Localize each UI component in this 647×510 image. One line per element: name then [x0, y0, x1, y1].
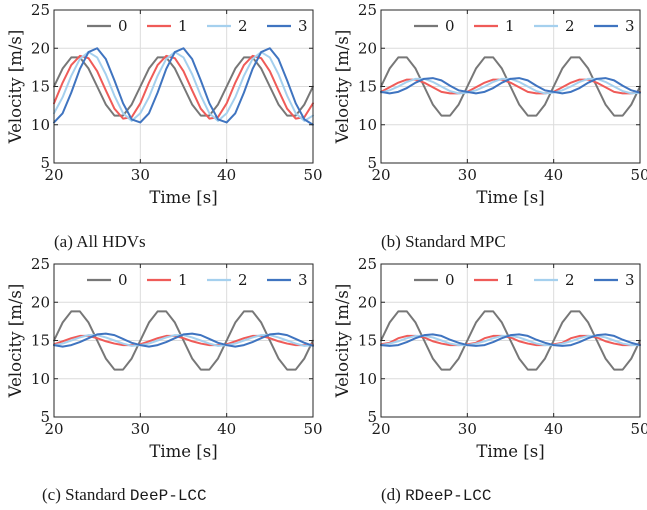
legend: 0 1 2 3: [414, 271, 635, 289]
legend-label-1: 1: [178, 271, 188, 289]
y-tick-label: 15: [31, 78, 50, 96]
y-tick-label: 20: [31, 293, 50, 311]
y-tick-label: 25: [358, 1, 377, 19]
y-tick-label: 10: [31, 116, 50, 134]
x-tick-label: 40: [217, 420, 236, 438]
y-tick-label: 25: [31, 1, 50, 19]
y-tick-label: 10: [31, 370, 50, 388]
legend-label-2: 2: [565, 17, 575, 35]
series-line-3: [380, 333, 641, 347]
legend-label-2: 2: [238, 271, 248, 289]
x-axis-label: Time [s]: [476, 442, 544, 461]
y-tick-label: 15: [358, 78, 377, 96]
series-line-0: [53, 56, 314, 117]
legend-label-0: 0: [118, 17, 128, 35]
series-line-1: [380, 334, 641, 347]
series-line-3: [380, 77, 641, 95]
x-tick-label: 50: [630, 166, 647, 184]
x-tick-label: 30: [458, 166, 477, 184]
x-tick-label: 30: [131, 420, 150, 438]
y-tick-label: 20: [31, 39, 50, 57]
y-tick-label: 15: [358, 332, 377, 350]
y-tick-label: 5: [40, 154, 50, 172]
y-tick-label: 25: [31, 255, 50, 273]
y-tick-label: 5: [367, 408, 377, 426]
y-axis-label: Velocity [m/s]: [333, 284, 352, 399]
x-axis-label: Time [s]: [476, 188, 544, 207]
legend-label-2: 2: [238, 17, 248, 35]
legend-label-3: 3: [625, 17, 635, 35]
x-tick-label: 40: [544, 166, 563, 184]
x-tick-label: 20: [371, 420, 390, 438]
x-tick-label: 20: [371, 166, 390, 184]
x-tick-label: 20: [44, 420, 63, 438]
series-line-1: [380, 78, 641, 95]
x-tick-label: 40: [544, 420, 563, 438]
y-axis-label: Velocity [m/s]: [6, 30, 25, 145]
y-tick-label: 25: [358, 255, 377, 273]
legend-label-1: 1: [178, 17, 188, 35]
legend-label-3: 3: [625, 271, 635, 289]
series-line-1: [53, 54, 314, 120]
series-line-2: [53, 51, 314, 122]
x-tick-label: 50: [303, 166, 322, 184]
y-tick-label: 5: [367, 154, 377, 172]
legend-label-1: 1: [505, 271, 515, 289]
series-line-0: [380, 310, 641, 371]
series-line-0: [53, 310, 314, 371]
legend: 0 1 2 3: [87, 271, 308, 289]
panel-caption: (a) All HDVs: [54, 232, 146, 251]
x-tick-label: 30: [131, 166, 150, 184]
x-tick-label: 50: [630, 420, 647, 438]
legend-label-1: 1: [505, 17, 515, 35]
y-tick-label: 20: [358, 39, 377, 57]
legend-label-0: 0: [445, 17, 455, 35]
x-tick-label: 50: [303, 420, 322, 438]
y-tick-label: 5: [40, 408, 50, 426]
panel-caption: (c) Standard DeeP-LCC: [42, 485, 207, 505]
legend: 0 1 2 3: [414, 17, 635, 35]
y-axis-label: Velocity [m/s]: [333, 30, 352, 145]
legend-label-2: 2: [565, 271, 575, 289]
series-line-1: [53, 334, 314, 347]
x-tick-label: 30: [458, 420, 477, 438]
x-axis-label: Time [s]: [149, 188, 217, 207]
legend-label-3: 3: [298, 17, 308, 35]
x-tick-label: 20: [44, 166, 63, 184]
legend-label-0: 0: [118, 271, 128, 289]
legend-label-3: 3: [298, 271, 308, 289]
series-line-0: [380, 56, 641, 117]
legend: 0 1 2 3: [87, 17, 308, 35]
y-tick-label: 15: [31, 332, 50, 350]
y-axis-label: Velocity [m/s]: [6, 284, 25, 399]
legend-label-0: 0: [445, 271, 455, 289]
panel-caption: (d) RDeeP-LCC: [381, 485, 492, 505]
panel-caption: (b) Standard MPC: [381, 232, 506, 251]
x-tick-label: 40: [217, 166, 236, 184]
series-line-3: [53, 332, 314, 348]
x-axis-label: Time [s]: [149, 442, 217, 461]
y-tick-label: 10: [358, 116, 377, 134]
series-line-3: [53, 47, 314, 126]
y-tick-label: 10: [358, 370, 377, 388]
y-tick-label: 20: [358, 293, 377, 311]
